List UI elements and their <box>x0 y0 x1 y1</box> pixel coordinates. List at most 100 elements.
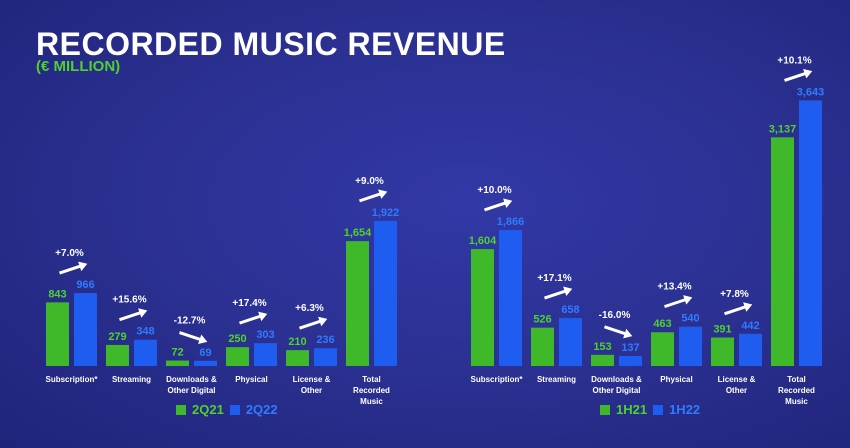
legend-quarterly: 2Q21 2Q22 <box>176 402 278 417</box>
bar-2q22-license-other <box>314 348 337 366</box>
legend-swatch-1h22 <box>653 404 664 415</box>
bar-2q21-streaming <box>106 344 129 366</box>
growth-arrowhead-subscription <box>503 198 513 208</box>
value-label-1h22-physical: 540 <box>681 313 699 325</box>
bar-2q21-total-recorded-music <box>346 241 369 366</box>
bar-2q21-subscription <box>46 302 69 366</box>
legend-label-2q22: 2Q22 <box>245 402 278 417</box>
growth-arrowhead-downloads-other-digital <box>623 328 633 339</box>
value-label-1h22-streaming: 658 <box>561 304 579 316</box>
bar-1h22-license-other <box>739 333 762 366</box>
growth-arrowhead-license-other <box>743 302 753 312</box>
growth-label-license-other: +7.8% <box>720 289 749 300</box>
category-label-downloads-other-digital-1: Downloads & <box>591 375 642 384</box>
value-label-2q22-streaming: 348 <box>136 326 154 338</box>
value-label-2q21-downloads-other-digital: 72 <box>171 347 183 359</box>
growth-label-streaming: +17.1% <box>537 273 571 284</box>
category-label-total-recorded-music-3: Music <box>360 397 383 406</box>
growth-label-downloads-other-digital: -16.0% <box>599 310 631 321</box>
page-subtitle: (€ MILLION) <box>36 58 121 75</box>
growth-arrowhead-subscription <box>78 261 88 272</box>
growth-arrowhead-streaming <box>138 308 148 318</box>
growth-arrowhead-license-other <box>318 316 328 327</box>
bar-1h21-subscription <box>471 249 494 366</box>
bar-2q22-physical <box>254 343 277 366</box>
growth-arrow-subscription <box>484 200 509 212</box>
page-title: RECORDED MUSIC REVENUE <box>36 26 506 62</box>
value-label-2q21-subscription: 843 <box>48 288 66 300</box>
category-label-physical: Physical <box>660 375 692 384</box>
value-label-1h21-physical: 463 <box>653 318 671 330</box>
legend-swatch-1h21 <box>600 404 610 415</box>
value-label-2q21-license-other: 210 <box>288 336 306 348</box>
category-label-license-other-2: Other <box>726 386 747 395</box>
category-label-license-other-1: License & <box>293 375 331 384</box>
legend-swatch-2q22 <box>229 404 240 415</box>
growth-arrow-subscription <box>59 263 84 275</box>
bar-2q22-subscription <box>74 293 97 366</box>
growth-arrowhead-total-recorded-music <box>803 68 813 79</box>
category-label-physical: Physical <box>235 375 267 384</box>
bar-1h22-downloads-other-digital <box>619 356 642 366</box>
bar-2q21-downloads-other-digital <box>166 360 189 366</box>
legend-swatch-2q21 <box>176 404 186 415</box>
growth-arrowhead-physical <box>683 295 693 305</box>
value-label-1h21-license-other: 391 <box>713 323 731 335</box>
bar-1h22-total-recorded-music <box>799 100 822 367</box>
bar-1h22-physical <box>679 326 702 366</box>
category-label-downloads-other-digital-2: Other Digital <box>167 386 215 395</box>
growth-arrow-license-other <box>724 304 749 316</box>
value-label-1h22-subscription: 1,866 <box>497 216 525 228</box>
value-label-1h21-subscription: 1,604 <box>469 235 497 247</box>
value-label-1h21-streaming: 526 <box>533 314 551 326</box>
value-label-1h21-total-recorded-music: 3,137 <box>769 123 797 135</box>
category-label-downloads-other-digital-1: Downloads & <box>166 375 217 384</box>
category-label-total-recorded-music-1: Total <box>787 375 806 384</box>
growth-label-total-recorded-music: +10.1% <box>777 55 811 66</box>
growth-arrow-streaming <box>544 288 569 300</box>
bar-2q22-downloads-other-digital <box>194 360 217 366</box>
bar-1h22-streaming <box>559 318 582 366</box>
growth-label-total-recorded-music: +9.0% <box>355 176 384 187</box>
bar-2q22-streaming <box>134 339 157 366</box>
bar-1h21-physical <box>651 332 674 366</box>
growth-arrowhead-streaming <box>563 286 573 297</box>
growth-arrowhead-downloads-other-digital <box>198 334 208 345</box>
value-label-1h21-downloads-other-digital: 153 <box>593 341 611 353</box>
category-label-license-other-1: License & <box>718 375 756 384</box>
growth-label-physical: +13.4% <box>657 282 691 293</box>
bar-1h21-streaming <box>531 327 554 366</box>
growth-arrow-physical <box>664 297 689 309</box>
category-label-downloads-other-digital-2: Other Digital <box>592 386 640 395</box>
growth-label-physical: +17.4% <box>232 298 266 309</box>
growth-arrow-streaming <box>119 310 144 322</box>
bar-2q21-physical <box>226 347 249 366</box>
legend-label-2q21: 2Q21 <box>192 402 224 417</box>
growth-label-streaming: +15.6% <box>112 295 146 306</box>
legend-label-1h21: 1H21 <box>616 402 648 417</box>
value-label-1h22-license-other: 442 <box>741 320 759 332</box>
value-label-2q22-subscription: 966 <box>76 279 94 291</box>
value-label-1h22-total-recorded-music: 3,643 <box>797 86 825 98</box>
bar-1h21-license-other <box>711 337 734 366</box>
value-label-2q22-total-recorded-music: 1,922 <box>372 207 400 219</box>
value-label-2q22-license-other: 236 <box>316 334 334 346</box>
bar-2q21-license-other <box>286 350 309 366</box>
category-label-total-recorded-music-1: Total <box>362 375 381 384</box>
legend-half-year: 1H21 1H22 <box>600 402 700 417</box>
growth-arrow-downloads-other-digital <box>179 331 204 342</box>
growth-arrow-physical <box>239 313 264 325</box>
growth-arrowhead-total-recorded-music <box>378 189 388 199</box>
bar-2q22-total-recorded-music <box>374 220 397 366</box>
category-label-total-recorded-music-2: Recorded <box>353 386 390 395</box>
value-label-2q22-downloads-other-digital: 69 <box>199 347 211 359</box>
category-label-streaming: Streaming <box>537 375 576 384</box>
growth-arrow-total-recorded-music <box>784 71 809 82</box>
category-label-subscription: Subscription* <box>470 375 523 384</box>
growth-label-subscription: +7.0% <box>55 248 84 259</box>
growth-arrowhead-physical <box>258 311 268 322</box>
category-label-total-recorded-music-2: Recorded <box>778 386 815 395</box>
category-label-streaming: Streaming <box>112 375 151 384</box>
